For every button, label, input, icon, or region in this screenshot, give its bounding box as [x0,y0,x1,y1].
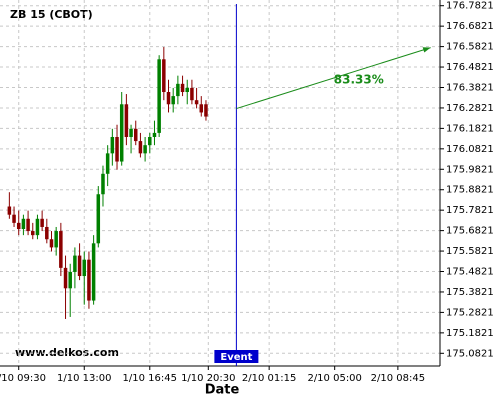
x-axis-label: Date [205,383,240,398]
candle-body [73,255,77,272]
candle-body [101,173,105,195]
candle-body [54,231,58,248]
candle-body [12,214,16,223]
candle-body [96,194,101,244]
y-tick-label: 175.6821 [446,226,494,237]
y-tick-label: 175.1821 [446,328,494,339]
y-tick-label: 175.0821 [446,348,494,359]
y-tick-label: 176.3821 [446,82,494,93]
x-tick-label: 1/10 16:45 [123,373,177,384]
candle-body [77,255,82,277]
chart-title: ZB 15 (CBOT) [10,8,93,21]
candle-body [63,267,68,289]
candle-body [82,259,87,277]
candle-body [21,218,26,230]
candle-body [119,104,124,162]
y-tick-label: 176.2821 [446,103,494,114]
arrow-label: 83.33% [334,73,384,87]
candle-body [143,145,147,154]
y-tick-label: 176.4821 [446,62,494,73]
candle-body [133,128,138,142]
candle-body [110,136,115,154]
candle-body [31,231,35,236]
candle-body [45,226,49,240]
candle-body [59,231,63,268]
event-label: Event [220,352,252,363]
candle-body [199,104,204,113]
y-tick-label: 176.5821 [446,42,494,53]
y-tick-label: 175.3821 [446,287,494,298]
candle-body [176,83,180,97]
x-tick-label: 2/10 01:15 [242,373,296,384]
y-tick-label: 176.7821 [446,1,494,12]
candle-body [115,136,119,162]
x-tick-label: 1/10 20:30 [181,373,235,384]
candle-body [180,83,185,93]
candle-body [129,128,133,137]
candle-body [166,92,171,105]
candle-body [204,104,208,117]
x-tick-label: 1/10 09:30 [0,373,46,384]
candle-body [148,136,152,146]
candle-body [157,59,161,133]
candle-body [87,259,91,301]
candle-body [68,271,72,289]
y-tick-label: 176.1821 [446,123,494,134]
candle-body [124,104,129,137]
event-label-box [214,350,259,363]
x-tick-label: 2/10 05:00 [307,373,361,384]
candle-body [91,243,96,301]
candle-body [49,239,54,248]
y-tick-label: 175.8821 [446,185,494,196]
y-tick-label: 176.0821 [446,144,494,155]
candle-body [138,141,143,154]
y-tick-label: 175.9821 [446,164,494,175]
candle-body [35,218,40,236]
y-tick-label: 175.7821 [446,205,494,216]
candle-body [162,59,166,93]
x-tick-label: 2/10 08:45 [371,373,425,384]
candle-body [16,222,21,230]
candle-body [152,132,157,137]
watermark: www.delkos.com [15,346,119,359]
candle-body [185,87,189,93]
y-tick-label: 175.5821 [446,246,494,257]
y-tick-label: 175.2821 [446,307,494,318]
candle-body [105,153,110,174]
y-tick-label: 176.6821 [446,21,494,32]
x-tick-label: 1/10 13:00 [57,373,111,384]
candle-body [7,206,12,215]
candle-body [194,100,199,105]
candle-body [26,218,30,232]
y-tick-label: 175.4821 [446,267,494,278]
candle-body [171,96,175,105]
candle-body [40,218,44,227]
candle-body [190,87,194,101]
arrow-line [236,47,431,110]
arrow-head [422,47,431,53]
